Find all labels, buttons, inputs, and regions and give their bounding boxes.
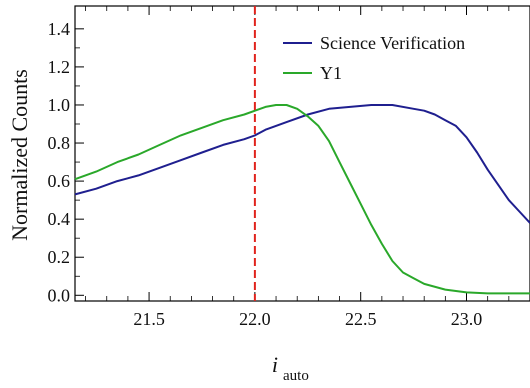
x-tick-label: 22.0 bbox=[239, 309, 271, 329]
x-axis-ticks: 21.5 22.0 22.5 23.0 bbox=[85, 6, 510, 329]
y-tick-label: 0.0 bbox=[48, 285, 71, 305]
legend: Science Verification Y1 bbox=[283, 33, 465, 83]
y-tick-label: 0.6 bbox=[48, 171, 71, 191]
x-tick-label: 21.5 bbox=[133, 309, 165, 329]
y-tick-label: 0.8 bbox=[48, 133, 71, 153]
y-tick-label: 0.4 bbox=[48, 209, 71, 229]
x-axis-label-main: i bbox=[272, 352, 278, 377]
series-line-y1 bbox=[74, 104, 530, 295]
legend-label-science-verification: Science Verification bbox=[320, 33, 465, 53]
y-tick-label: 1.0 bbox=[48, 95, 71, 115]
x-axis-label-subscript: auto bbox=[283, 368, 309, 384]
x-tick-label: 22.5 bbox=[345, 309, 377, 329]
series-line-science-verification bbox=[74, 104, 530, 224]
plot-frame bbox=[74, 5, 530, 302]
y-tick-label: 1.2 bbox=[48, 57, 71, 77]
y-axis-ticks: 0.0 0.2 0.4 0.6 0.8 1.0 1.2 1.4 bbox=[48, 19, 84, 305]
y-axis-label: Normalized Counts bbox=[7, 69, 32, 241]
y-tick-label: 1.4 bbox=[48, 19, 71, 39]
series-layer bbox=[74, 104, 530, 295]
legend-label-y1: Y1 bbox=[320, 63, 342, 83]
x-tick-label: 23.0 bbox=[451, 309, 483, 329]
y-tick-label: 0.2 bbox=[48, 247, 71, 267]
